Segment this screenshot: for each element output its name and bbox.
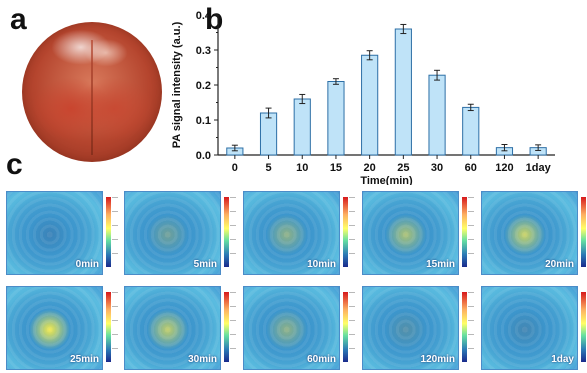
colorbar-ticks: [112, 197, 118, 267]
colorbar: [224, 292, 229, 362]
y-axis-label: PA signal intensity (a.u.): [171, 21, 183, 148]
panel-label-a: a: [10, 3, 27, 36]
pa-image: [243, 191, 340, 275]
colorbar: [224, 197, 229, 267]
colorbar-ticks: [349, 197, 355, 267]
colorbar-ticks: [468, 197, 474, 267]
pa-image-tile: 15min: [362, 191, 475, 275]
x-tick-label: 10: [296, 162, 308, 174]
pa-image-tile: 1day: [481, 286, 587, 370]
colorbar-ticks: [349, 292, 355, 362]
bar-chart: 0.0 0.1 0.2 0.3 0.4 0 5 10 15 20 25 30 60 120 1day Time…: [171, 10, 555, 185]
pa-image: [481, 191, 578, 275]
pa-image: [6, 191, 103, 275]
x-tick-label: 0: [232, 162, 238, 174]
pa-image-time-label: 1day: [551, 354, 574, 365]
x-tick-label: 15: [330, 162, 342, 174]
x-tick-label: 1day: [526, 162, 552, 174]
pa-image: [362, 191, 459, 275]
x-axis-label: Time(min): [360, 175, 413, 185]
colorbar: [343, 197, 348, 267]
pa-image-tile: 120min: [362, 286, 475, 370]
colorbar: [462, 292, 467, 362]
pa-image-time-label: 30min: [188, 354, 217, 365]
pa-image: [481, 286, 578, 370]
bar: [259, 112, 278, 156]
bar: [327, 81, 345, 156]
pa-image-time-label: 10min: [307, 259, 336, 270]
bar: [394, 28, 412, 156]
colorbar: [581, 197, 586, 267]
brain-midline: [91, 40, 93, 155]
pa-image-tile: 25min: [6, 286, 119, 370]
x-tick-label: 60: [465, 162, 477, 174]
colorbar-ticks: [230, 292, 236, 362]
bar: [428, 74, 446, 156]
y-tick-label: 0.0: [196, 150, 211, 162]
colorbar: [106, 197, 111, 267]
colorbar-ticks: [112, 292, 118, 362]
pa-image-time-label: 20min: [545, 259, 574, 270]
pa-image: [243, 286, 340, 370]
pa-image-time-label: 0min: [75, 259, 99, 270]
pa-image-time-label: 5min: [193, 259, 217, 270]
x-tick-label: 120: [495, 162, 513, 174]
panel-label-b: b: [205, 3, 224, 36]
colorbar-ticks: [230, 197, 236, 267]
colorbar: [343, 292, 348, 362]
panel-label-c: c: [6, 148, 23, 181]
pa-image-time-label: 25min: [70, 354, 99, 365]
pa-image-time-label: 120min: [420, 354, 455, 365]
bar: [462, 106, 480, 156]
y-tick-label: 0.1: [196, 115, 211, 127]
pa-image: [362, 286, 459, 370]
y-tick-label: 0.3: [196, 45, 211, 57]
y-tick-label: 0.2: [196, 80, 211, 92]
pa-image: [124, 191, 221, 275]
bar: [361, 54, 379, 156]
colorbar-ticks: [468, 292, 474, 362]
x-tick-label: 20: [364, 162, 376, 174]
x-tick-label: 30: [431, 162, 443, 174]
pa-image-tile: 0min: [6, 191, 119, 275]
pa-image: [124, 286, 221, 370]
x-tick-label: 25: [397, 162, 409, 174]
bar: [293, 98, 311, 156]
pa-image-time-label: 15min: [426, 259, 455, 270]
pa-image: [6, 286, 103, 370]
pa-image-tile: 10min: [243, 191, 356, 275]
colorbar: [581, 292, 586, 362]
y-tick-label: 0.4: [196, 10, 212, 22]
pa-image-tile: 30min: [124, 286, 237, 370]
pa-image-tile: 60min: [243, 286, 356, 370]
pa-image-time-label: 60min: [307, 354, 336, 365]
x-tick-label: 5: [265, 162, 271, 174]
pa-image-tile: 20min: [481, 191, 587, 275]
pa-image-tile: 5min: [124, 191, 237, 275]
colorbar: [106, 292, 111, 362]
colorbar: [462, 197, 467, 267]
